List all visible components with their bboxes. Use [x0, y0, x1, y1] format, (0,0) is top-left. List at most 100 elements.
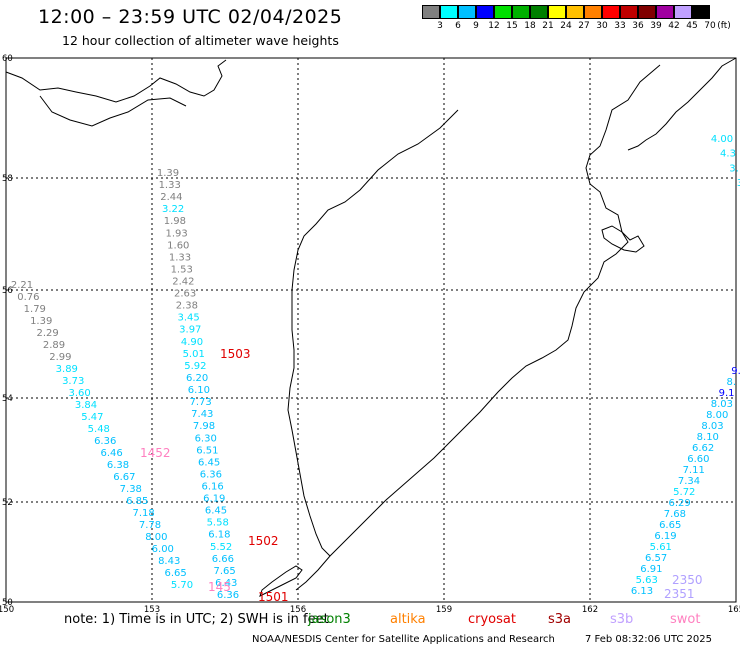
legend-label: 12 [488, 21, 500, 31]
satellite-key-s3b: s3b [610, 612, 634, 627]
legend-swatch [494, 5, 512, 19]
footnote: note: 1) Time is in UTC; 2) SWH is in fe… [64, 612, 329, 627]
legend-swatch [584, 5, 602, 19]
map-frame [5, 57, 737, 603]
swh-value: 4.00 [711, 134, 733, 145]
legend-label: 24 [560, 21, 572, 31]
pass-number-label: 1501 [258, 590, 289, 604]
swh-value: 8.00 [706, 410, 728, 421]
generation-timestamp: 7 Feb 08:32:06 UTC 2025 [585, 634, 712, 645]
islands-south [259, 565, 303, 597]
swh-value: 5.01 [183, 349, 205, 360]
swh-value: 7.73 [189, 397, 211, 408]
swh-value: 0.76 [17, 292, 39, 303]
lon-tick-label: 150 [0, 605, 14, 615]
legend-label: 3 [437, 21, 443, 31]
swh-observations: 1.391.332.443.221.981.931.601.331.532.42… [11, 134, 740, 601]
legend-label: 36 [632, 21, 644, 31]
pass-number-label: 2350 [672, 573, 703, 587]
swh-value: 5.58 [207, 518, 229, 529]
swh-value: 1.98 [164, 216, 186, 227]
legend-swatch [638, 5, 656, 19]
swh-value: 3 [737, 178, 740, 189]
swh-value: 7.43 [191, 409, 213, 420]
swh-value: 1.33 [169, 252, 191, 263]
legend-label: 9 [473, 21, 479, 31]
lon-tick-label: 156 [290, 605, 306, 615]
swh-value: 5.72 [673, 487, 695, 498]
legend-label: 21 [542, 21, 554, 31]
swh-value: 2.38 [176, 301, 198, 312]
swh-value: 7.68 [664, 509, 686, 520]
credit-line: NOAA/NESDIS Center for Satellite Applica… [252, 634, 555, 645]
legend-swatch [674, 5, 692, 19]
lat-tick-label: 60 [2, 54, 13, 64]
swh-value: 6.18 [208, 530, 230, 541]
swh-value: 7.34 [678, 476, 700, 487]
swh-value: 9.1 [719, 388, 735, 399]
swh-value: 2.42 [172, 277, 194, 288]
swh-value: 6.36 [200, 469, 222, 480]
swh-value: 6.38 [107, 460, 129, 471]
satellite-key-altika: altika [390, 612, 426, 627]
swh-value: 8. [727, 377, 737, 388]
pass-number-label: 1452 [140, 446, 171, 460]
swh-value: 3.22 [162, 204, 184, 215]
legend-label: 70 [704, 21, 716, 31]
legend-swatch [458, 5, 476, 19]
pass-number-label: 2351 [664, 587, 695, 601]
swh-value: 3.97 [179, 325, 201, 336]
swh-value: 8.43 [158, 556, 180, 567]
lat-lon-grid: 150 153 156 159 162 165 60 58 56 54 52 50 [0, 54, 740, 615]
legend-swatch [692, 5, 710, 19]
swh-value: 3. [729, 163, 739, 174]
swh-value: 3.73 [62, 376, 84, 387]
swh-value: 8.10 [697, 432, 719, 443]
taigonos-coast [39, 95, 187, 127]
legend-label: 42 [668, 21, 680, 31]
swh-value: 6.45 [205, 506, 227, 517]
lat-tick-label: 52 [2, 498, 13, 508]
lon-tick-label: 159 [436, 605, 452, 615]
swh-value: 7.11 [683, 465, 705, 476]
swh-value: 2.29 [36, 328, 58, 339]
swh-value: 6.51 [196, 445, 218, 456]
pass-number-label: 1503 [220, 347, 251, 361]
swh-value: 8.03 [711, 399, 733, 410]
legend-swatch [440, 5, 458, 19]
legend-label: 45 [686, 21, 698, 31]
swh-value: 5.92 [184, 361, 206, 372]
legend-label: 33 [614, 21, 626, 31]
swh-value: 5.61 [650, 542, 672, 553]
pass-number-label: 1502 [248, 534, 279, 548]
kamchatka-west-coast [287, 109, 459, 557]
swh-value: 6.67 [113, 472, 135, 483]
lon-tick-label: 165 [728, 605, 740, 615]
swh-value: 6.19 [654, 531, 676, 542]
lat-tick-label: 50 [2, 598, 13, 608]
swh-value: 1.39 [157, 168, 179, 179]
swh-value: 6.36 [94, 436, 116, 447]
legend-label: 15 [506, 21, 518, 31]
swh-value: 6.45 [198, 457, 220, 468]
lon-tick-label: 153 [144, 605, 160, 615]
swh-value: 6.65 [164, 568, 186, 579]
commander-islands [601, 225, 645, 253]
swh-value: 6.16 [201, 482, 223, 493]
swh-value: 8.00 [145, 532, 167, 543]
swh-value: 6.65 [659, 520, 681, 531]
okhotsk-north-coast [5, 59, 227, 103]
swh-value: 3.60 [68, 388, 90, 399]
legend-label: 30 [596, 21, 608, 31]
swh-value: 2.21 [11, 280, 33, 291]
legend-label: 39 [650, 21, 662, 31]
swh-value: 7.65 [213, 566, 235, 577]
lat-tick-label: 54 [2, 394, 13, 404]
swh-value: 7.78 [139, 520, 161, 531]
swh-value: 3.89 [56, 364, 78, 375]
swh-value: 7.18 [132, 508, 154, 519]
swh-value: 6.00 [152, 544, 174, 555]
swh-value: 5.63 [636, 575, 658, 586]
swh-value: 1.60 [167, 240, 189, 251]
